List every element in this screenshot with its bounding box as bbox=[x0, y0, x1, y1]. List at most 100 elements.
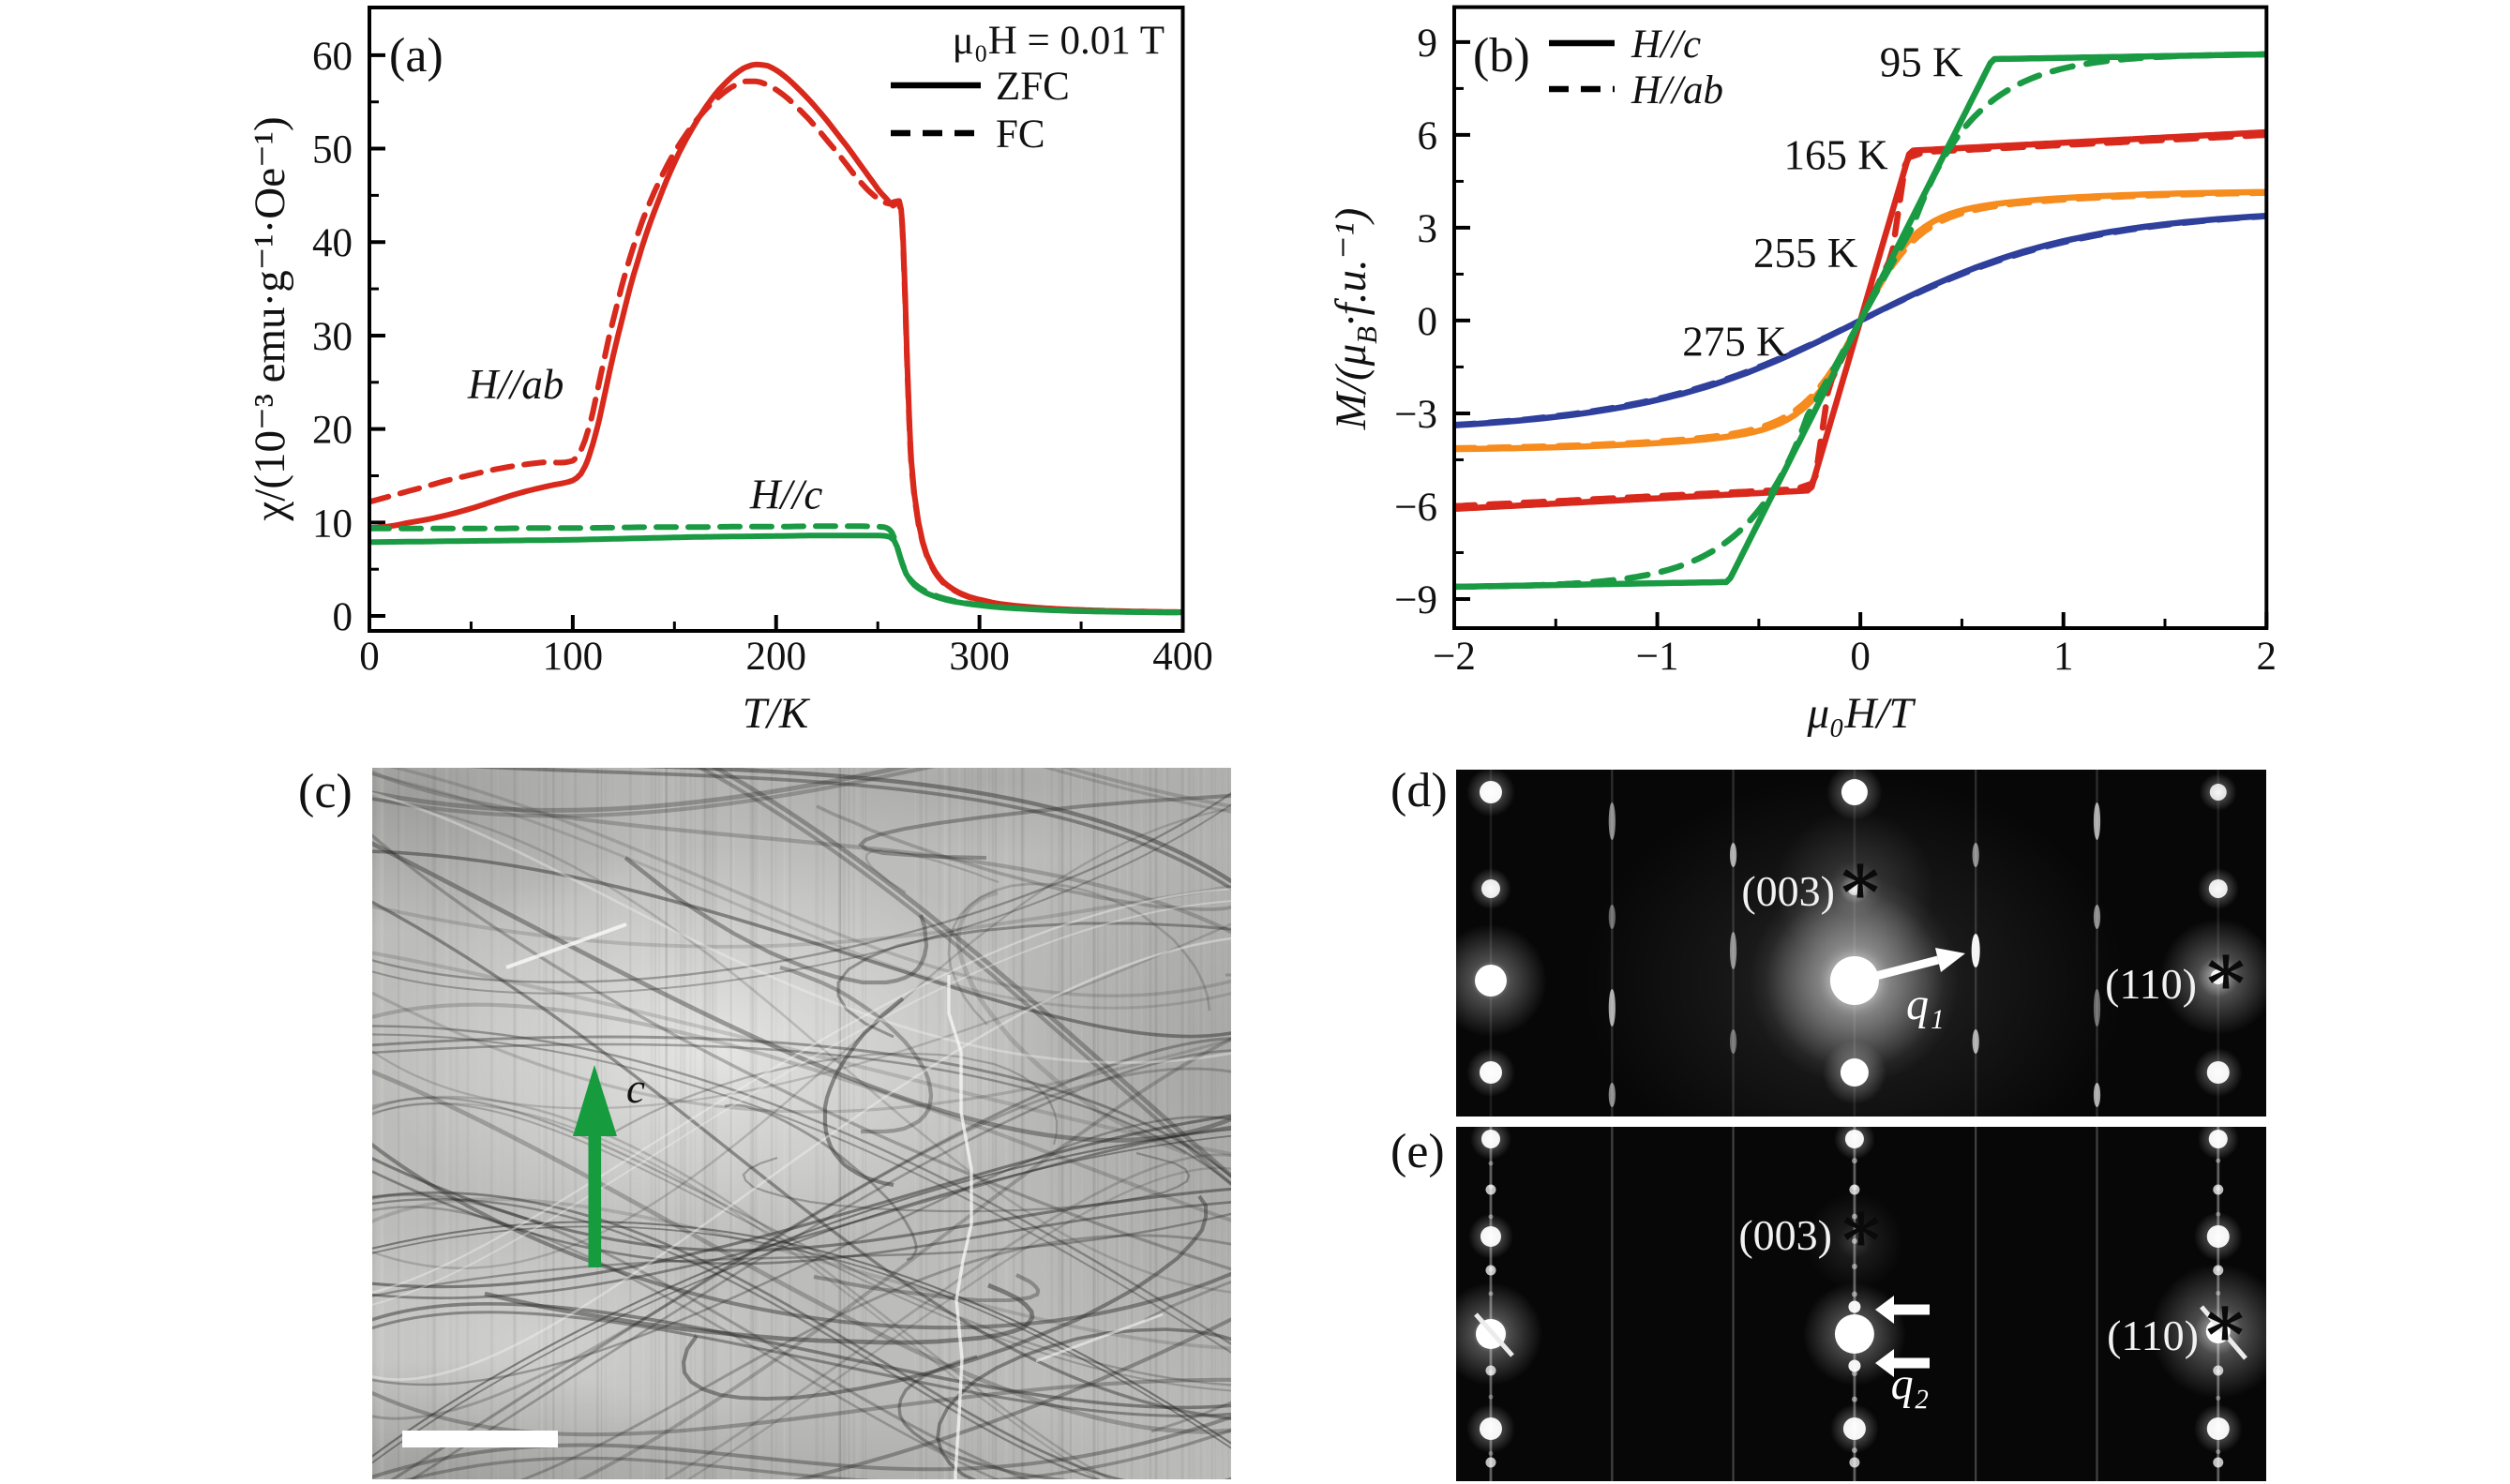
diffraction-spots-e-circle bbox=[2206, 1224, 2230, 1248]
tem-texture-path bbox=[742, 1151, 1191, 1213]
q2-upper-arrow-icon-polygon bbox=[1875, 1296, 1894, 1324]
diffraction-spots-e-circle bbox=[1849, 1184, 1860, 1195]
plot-frame-a bbox=[368, 6, 1185, 633]
reflection-label-003-e: (003) bbox=[1738, 1211, 1832, 1259]
diffraction-pattern-incommensurate: (003) * (110) * q₁ (d) bbox=[1390, 764, 2266, 1117]
tem-texture-path bbox=[372, 1102, 1231, 1392]
x-axis-title-b: μ₀H/T bbox=[1806, 689, 1916, 738]
tem-texture-ellipse bbox=[372, 768, 684, 933]
y-axis-title-a: χ/(10⁻³ emu·g⁻¹·Oe⁻¹) bbox=[246, 116, 294, 521]
tem-texture-path bbox=[372, 1301, 1231, 1410]
tem-texture-path bbox=[372, 798, 1231, 1294]
curve-label-165-k: 165 K bbox=[1784, 131, 1889, 178]
tem-texture-path bbox=[372, 1096, 1231, 1387]
diffraction-spots-e-circle bbox=[1851, 1396, 1857, 1402]
x-tick-label: 100 bbox=[543, 635, 604, 679]
tem-texture-path bbox=[372, 1191, 1231, 1479]
diffraction-spots-d-ellipse bbox=[1729, 842, 1737, 867]
tem-texture-ellipse bbox=[581, 768, 1231, 858]
diffraction-spots-d-circle bbox=[2209, 784, 2227, 802]
tem-texture-path bbox=[484, 1282, 1035, 1345]
tem-texture-path bbox=[1225, 973, 1231, 977]
diffraction-spots-e-circle bbox=[2208, 1130, 2228, 1149]
x-tick-label: −1 bbox=[1636, 635, 1679, 679]
tem-micrograph-g bbox=[372, 768, 1231, 1479]
tem-texture-path bbox=[372, 1042, 1231, 1186]
diffraction-spots-e-circle bbox=[2206, 1417, 2230, 1441]
tem-texture-path bbox=[372, 888, 1231, 1294]
diffraction-spots-d-ellipse bbox=[1729, 1029, 1737, 1055]
chart-magnetization-vs-field-g bbox=[1454, 51, 2267, 591]
tem-texture-ellipse bbox=[375, 844, 1050, 1256]
tem-texture-path bbox=[372, 1116, 1231, 1387]
tem-texture-path bbox=[897, 1355, 1068, 1479]
x-tick-label: 400 bbox=[1152, 635, 1213, 679]
diffraction-spots-e-circle bbox=[1848, 1359, 1861, 1372]
reflection-label-110-d: (110) bbox=[2105, 960, 2197, 1008]
chart-susceptibility-vs-temperature-g: H//ab H//c bbox=[467, 361, 822, 518]
x-tick-label: −2 bbox=[1433, 635, 1476, 679]
diffraction-spots-d-circle bbox=[1479, 1061, 1502, 1085]
tem-texture-path bbox=[372, 768, 911, 813]
y-tick-label: 0 bbox=[1418, 300, 1438, 344]
curve-label-h-c: H//c bbox=[749, 471, 823, 517]
panel-label-d: (d) bbox=[1390, 764, 1448, 817]
tem-texture-path bbox=[372, 900, 1231, 1420]
diffraction-spots-d-circle bbox=[2210, 968, 2226, 984]
curve-fc-h-c bbox=[369, 523, 1183, 616]
tem-texture-path bbox=[390, 1037, 1231, 1479]
diffraction-spots-d-circle bbox=[1479, 781, 1502, 804]
chart-susceptibility-vs-temperature-g: 0 100 200 300 400 0 10 20 30 40 50 60 bbox=[312, 35, 1213, 679]
tem-texture-path bbox=[372, 1069, 1231, 1434]
panel-label-c: (c) bbox=[298, 765, 353, 818]
curve-zfc-h-c bbox=[369, 532, 1183, 616]
tem-texture-path bbox=[372, 791, 1231, 1064]
chart-susceptibility-vs-temperature: 0 100 200 300 400 0 10 20 30 40 50 60 (a) T/K χ/(10… bbox=[246, 6, 1213, 738]
diffraction-pattern-commensurate: (003) * (110) * q₂ (e) bbox=[1390, 1125, 2266, 1481]
tem-texture-path bbox=[372, 1033, 1231, 1354]
tem-texture-path bbox=[372, 1134, 1231, 1464]
tem-texture-path bbox=[372, 1206, 1000, 1479]
tem-texture-path bbox=[372, 1025, 1231, 1346]
q1-arrow-icon bbox=[1871, 948, 1965, 982]
diffraction-spots-d-circle bbox=[2208, 878, 2228, 898]
tem-texture-path bbox=[372, 770, 1231, 935]
x-tick-label: 0 bbox=[1850, 635, 1871, 679]
y-tick-label: −3 bbox=[1394, 393, 1437, 437]
diffraction-spots-d bbox=[1456, 770, 2266, 1117]
curve-label-275-k: 275 K bbox=[1682, 318, 1787, 365]
tem-texture-path bbox=[681, 1194, 1209, 1402]
y-tick-label: 0 bbox=[333, 595, 353, 639]
tem-texture-path bbox=[624, 856, 929, 985]
tem-texture-path bbox=[1060, 768, 1231, 809]
tem-texture-path bbox=[372, 849, 1231, 1039]
c-axis-arrow-icon bbox=[573, 1065, 617, 1267]
tem-texture-path bbox=[577, 1037, 1231, 1479]
tem-texture-path bbox=[816, 804, 1231, 911]
diffraction-spots-d-ellipse bbox=[2093, 1082, 2101, 1107]
chart-susceptibility-vs-temperature-g bbox=[369, 61, 1183, 616]
diffraction-spots-e-circle bbox=[1485, 1457, 1496, 1468]
y-tick-label: 9 bbox=[1418, 22, 1438, 66]
tem-texture-path bbox=[372, 1125, 1231, 1299]
tem-texture-ellipse bbox=[453, 1397, 1231, 1479]
diffraction-spots-e-circle bbox=[2205, 1319, 2231, 1344]
diffraction-spots-d-circle bbox=[1474, 964, 1507, 997]
diffraction-spots-d-ellipse bbox=[1608, 802, 1616, 840]
diffraction-spots-d-ellipse bbox=[2093, 802, 2101, 840]
panel-label-b: (b) bbox=[1473, 29, 1530, 82]
x-tick-label: 1 bbox=[2053, 635, 2074, 679]
diffraction-spots-d-circle bbox=[1480, 878, 1500, 898]
x-tick-label: 200 bbox=[746, 635, 807, 679]
y-tick-label: 50 bbox=[312, 128, 353, 172]
tem-texture-path bbox=[372, 791, 1231, 983]
tem-texture-path bbox=[372, 1170, 1231, 1266]
tem-texture-path bbox=[468, 768, 1231, 892]
plot-frame-b bbox=[1452, 5, 2269, 631]
tem-micrograph: c (c) bbox=[298, 765, 1231, 1479]
y-tick-label: 40 bbox=[312, 221, 353, 265]
y-tick-label: 6 bbox=[1418, 114, 1438, 158]
x-axis-title-a: T/K bbox=[743, 689, 811, 738]
tem-texture-path bbox=[372, 884, 1231, 949]
tem-texture-path bbox=[372, 802, 1231, 995]
